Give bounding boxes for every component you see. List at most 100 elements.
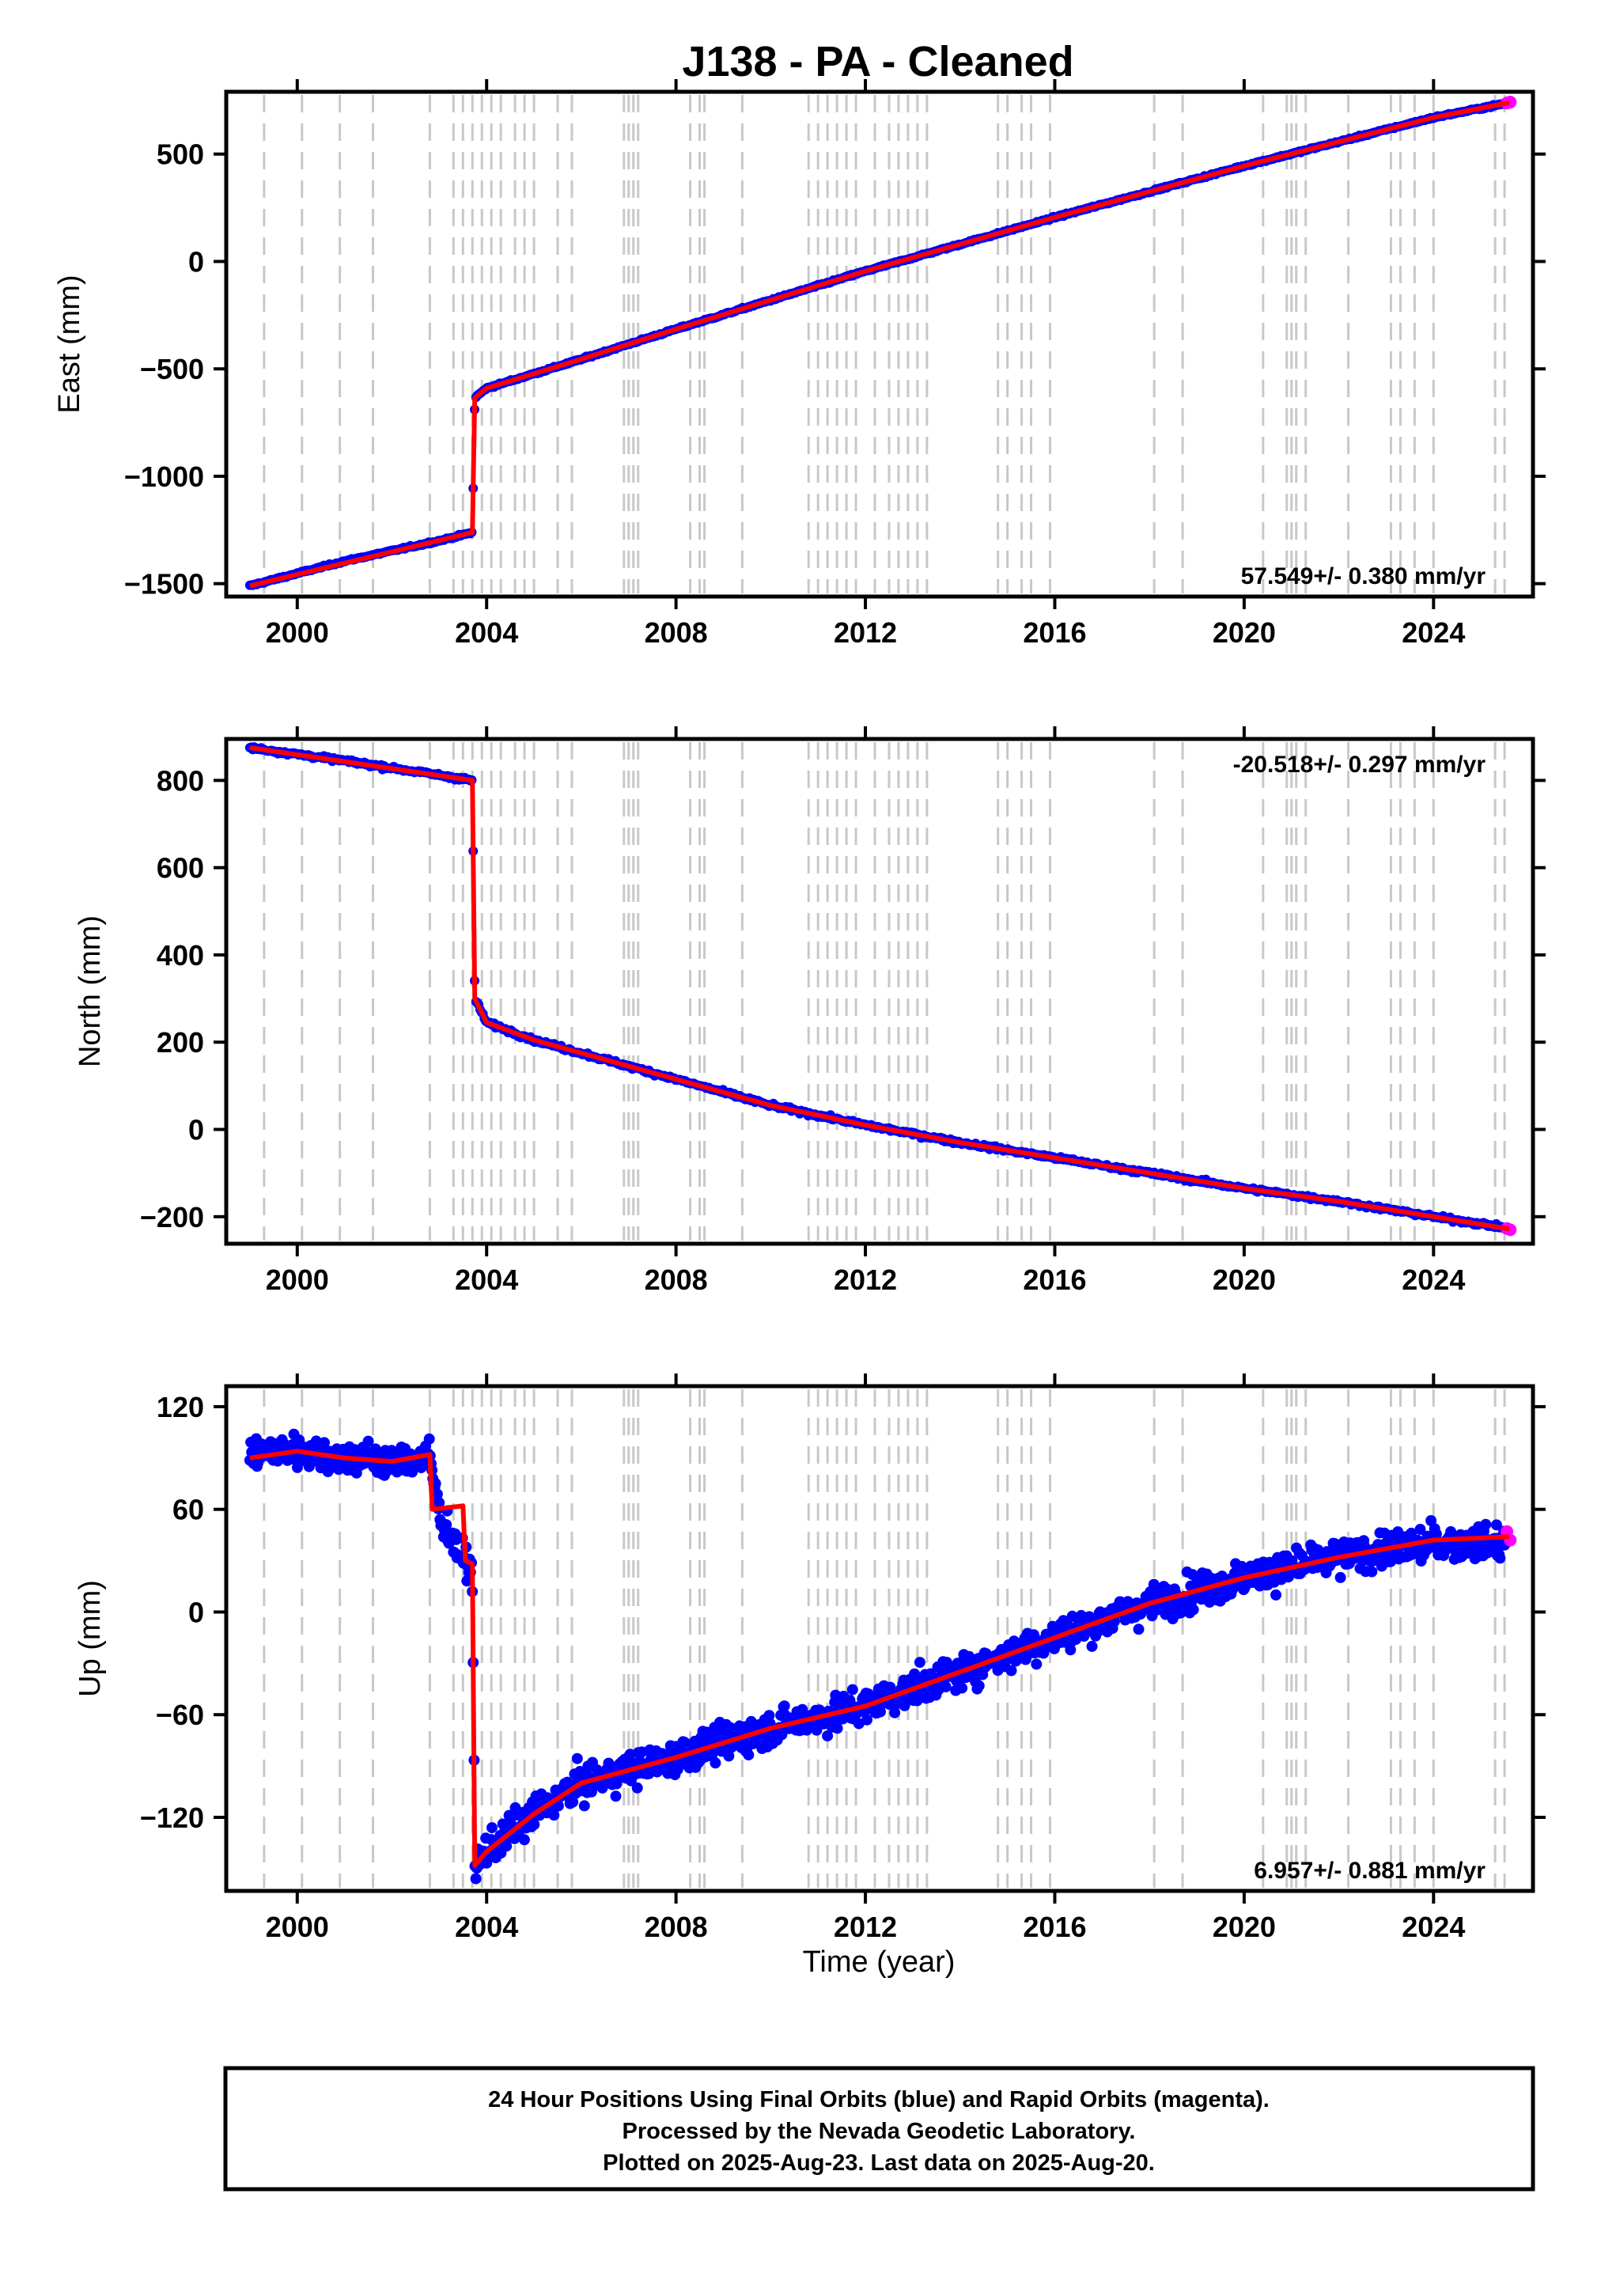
footer-legend-box: 24 Hour Positions Using Final Orbits (bl… bbox=[223, 2066, 1535, 2192]
y-tick-label: −60 bbox=[156, 1699, 204, 1731]
event-lines bbox=[263, 1389, 1506, 1888]
x-tick-label: 2012 bbox=[834, 1911, 897, 1943]
data-point bbox=[567, 1796, 579, 1808]
data-point bbox=[679, 1737, 691, 1749]
data-point bbox=[470, 1873, 482, 1885]
data-point bbox=[292, 1461, 303, 1473]
x-tick-label: 2004 bbox=[455, 616, 518, 649]
chart-title: J138 - PA - Cleaned bbox=[682, 38, 1073, 85]
data-point bbox=[1031, 1658, 1043, 1670]
footer-line-2: Processed by the Nevada Geodetic Laborat… bbox=[623, 2119, 1136, 2144]
x-tick-label: 2008 bbox=[645, 1911, 708, 1943]
data-point bbox=[1490, 1519, 1502, 1531]
model-line bbox=[249, 745, 1510, 1232]
x-tick-label: 2020 bbox=[1213, 616, 1276, 649]
x-axis-label: Time (year) bbox=[803, 1946, 956, 1979]
rate-label: -20.518+/- 0.297 mm/yr bbox=[1233, 752, 1486, 778]
x-tick-label: 2000 bbox=[266, 616, 329, 649]
y-tick-label: 400 bbox=[157, 939, 204, 972]
data-point bbox=[631, 1782, 643, 1794]
data-point bbox=[1005, 1665, 1017, 1677]
x-tick-label: 2012 bbox=[834, 616, 897, 649]
x-tick-label: 2024 bbox=[1402, 1911, 1465, 1943]
data-point bbox=[578, 1800, 590, 1812]
data-point bbox=[518, 1834, 530, 1846]
data-point bbox=[822, 1730, 834, 1742]
y-axis-label: North (mm) bbox=[74, 915, 107, 1067]
x-tick-label: 2000 bbox=[266, 1264, 329, 1296]
data-point bbox=[433, 1497, 445, 1509]
data-point bbox=[973, 1680, 985, 1692]
x-tick-label: 2016 bbox=[1023, 1264, 1086, 1296]
x-tick-label: 2020 bbox=[1213, 1264, 1276, 1296]
data-point bbox=[1494, 1552, 1506, 1564]
data-point bbox=[1065, 1644, 1077, 1656]
data-point bbox=[362, 1435, 374, 1447]
data-point bbox=[431, 1488, 443, 1500]
y-tick-label: −120 bbox=[140, 1802, 204, 1834]
x-tick-label: 2004 bbox=[455, 1911, 518, 1943]
data-point bbox=[1334, 1571, 1346, 1583]
x-tick-label: 2004 bbox=[455, 1264, 518, 1296]
y-tick-label: −200 bbox=[140, 1201, 204, 1233]
y-tick-label: 0 bbox=[188, 1114, 204, 1146]
data-point bbox=[861, 1714, 872, 1726]
data-point bbox=[610, 1790, 622, 1802]
x-tick-label: 2008 bbox=[645, 616, 708, 649]
panel-frame bbox=[224, 1384, 1535, 1893]
y-axis-label: Up (mm) bbox=[74, 1580, 107, 1697]
data-point bbox=[528, 1819, 540, 1831]
footer-line-1: 24 Hour Positions Using Final Orbits (bl… bbox=[488, 2087, 1270, 2112]
event-lines bbox=[263, 95, 1506, 593]
y-tick-label: −500 bbox=[140, 353, 204, 385]
panel-east: 500 0 −500 −1000 −1500 2000 2004 2008 2012 2016 20… bbox=[53, 79, 1546, 649]
data-point bbox=[723, 1750, 735, 1762]
data-point bbox=[846, 1684, 858, 1695]
data-point bbox=[319, 1437, 330, 1449]
data-point bbox=[710, 1757, 721, 1769]
data-point bbox=[875, 1706, 886, 1718]
data-point bbox=[1086, 1640, 1098, 1652]
data-point bbox=[940, 1681, 952, 1693]
data-point bbox=[889, 1707, 901, 1718]
x-tick-label: 2020 bbox=[1213, 1911, 1276, 1943]
data-point bbox=[441, 1519, 452, 1531]
final-orbit-points bbox=[244, 1428, 1511, 1885]
panel-frame bbox=[224, 737, 1535, 1246]
y-tick-label: 500 bbox=[157, 138, 204, 171]
event-lines bbox=[263, 742, 1506, 1241]
data-point bbox=[1227, 1583, 1239, 1595]
model-line bbox=[249, 100, 1510, 589]
data-point bbox=[501, 1840, 513, 1852]
data-point bbox=[461, 1575, 473, 1587]
data-point bbox=[743, 1749, 755, 1761]
data-point bbox=[1187, 1604, 1199, 1616]
y-tick-label: 60 bbox=[172, 1494, 204, 1526]
footer-line-3: Plotted on 2025-Aug-23. Last data on 202… bbox=[603, 2150, 1155, 2176]
y-tick-label: −1000 bbox=[124, 460, 204, 493]
y-axis-label: East (mm) bbox=[53, 275, 86, 413]
x-tick-label: 2000 bbox=[266, 1911, 329, 1943]
y-tick-label: 800 bbox=[157, 764, 204, 797]
data-point bbox=[778, 1700, 790, 1712]
y-tick-label: −1500 bbox=[124, 568, 204, 601]
final-orbit-points bbox=[244, 742, 1510, 1233]
x-tick-label: 2016 bbox=[1023, 1911, 1086, 1943]
rate-label: 57.549+/- 0.380 mm/yr bbox=[1241, 563, 1486, 589]
panel-frame bbox=[224, 89, 1535, 599]
data-point bbox=[956, 1682, 968, 1694]
data-point bbox=[571, 1752, 583, 1764]
x-tick-label: 2008 bbox=[645, 1264, 708, 1296]
data-point bbox=[1430, 1528, 1442, 1540]
y-tick-label: 120 bbox=[157, 1391, 204, 1423]
data-point bbox=[1366, 1566, 1378, 1578]
y-tick-label: 200 bbox=[157, 1026, 204, 1059]
y-tick-label: 0 bbox=[188, 245, 204, 278]
data-point bbox=[1133, 1623, 1145, 1635]
panel-up: 120 60 0 −60 −120 2000 2004 2008 2012 2016 2020 202… bbox=[74, 1373, 1546, 1943]
data-point bbox=[831, 1722, 843, 1734]
data-point bbox=[1414, 1524, 1426, 1535]
